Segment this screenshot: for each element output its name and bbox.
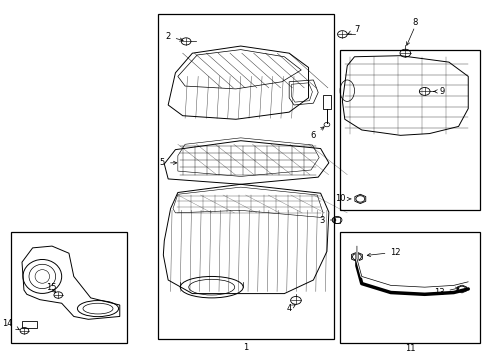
Bar bbox=[339, 50, 479, 210]
Bar bbox=[339, 232, 479, 342]
Text: 6: 6 bbox=[310, 127, 324, 140]
Text: 14: 14 bbox=[2, 319, 20, 330]
Text: 13: 13 bbox=[433, 287, 458, 297]
Text: 12: 12 bbox=[366, 248, 400, 257]
Text: 15: 15 bbox=[46, 283, 56, 293]
Bar bbox=[334, 217, 339, 223]
Text: 8: 8 bbox=[411, 18, 417, 27]
Bar bbox=[11, 232, 127, 342]
Text: 4: 4 bbox=[286, 304, 295, 313]
Text: 1: 1 bbox=[243, 343, 248, 352]
Text: 7: 7 bbox=[347, 26, 359, 35]
Text: 3: 3 bbox=[319, 216, 335, 225]
Bar bbox=[322, 95, 330, 109]
Text: 9: 9 bbox=[432, 87, 443, 96]
Text: 11: 11 bbox=[404, 344, 415, 353]
Text: 5: 5 bbox=[160, 158, 176, 167]
Bar bbox=[157, 14, 333, 339]
Bar bbox=[22, 321, 37, 328]
Text: 10: 10 bbox=[334, 194, 350, 203]
Text: 2: 2 bbox=[165, 32, 183, 41]
